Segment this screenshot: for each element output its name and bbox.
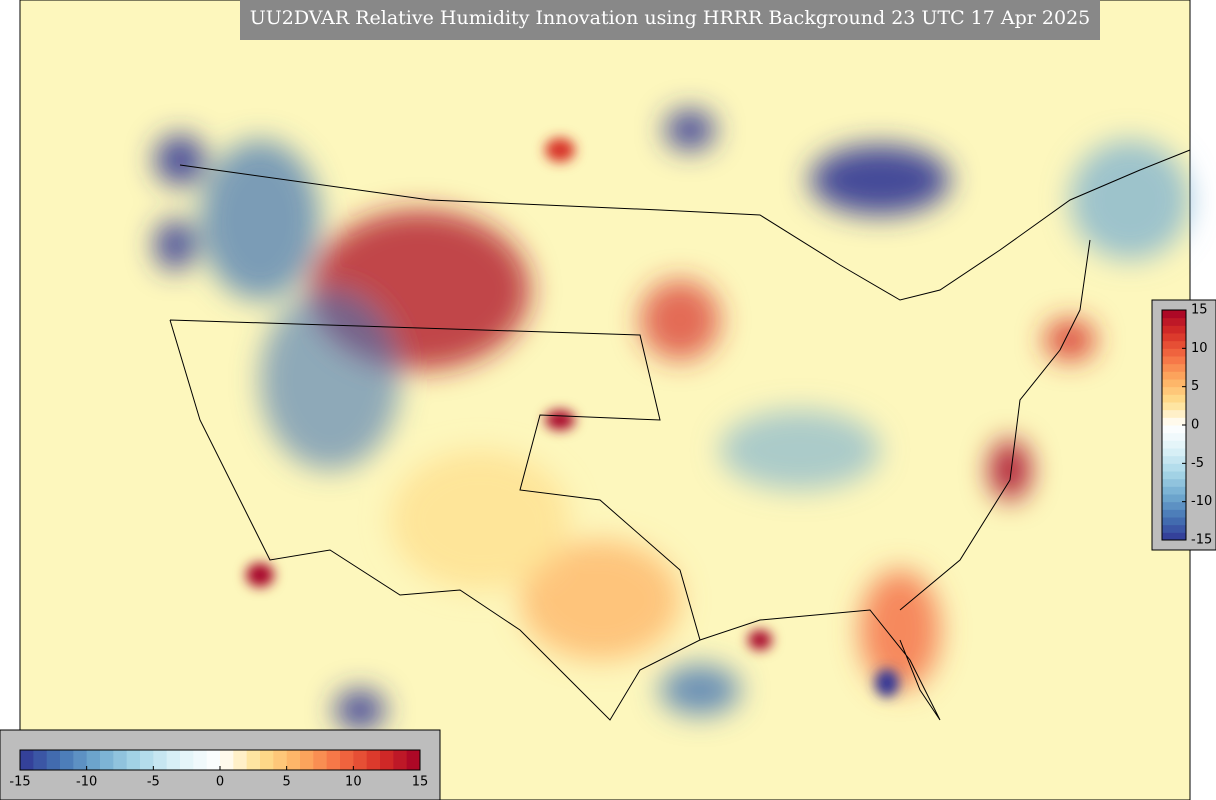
colorbar-segment	[1162, 509, 1186, 518]
colorbar-segment	[46, 750, 61, 770]
colorbar-segment	[1162, 386, 1186, 395]
colorbar-segment	[1162, 463, 1186, 472]
colorbar-segment	[1162, 317, 1186, 326]
tick-label: 0	[1191, 418, 1199, 433]
colorbar-segment	[60, 750, 74, 770]
tick-label: -10	[76, 775, 97, 790]
colorbar-segment	[406, 750, 421, 770]
tick-label: 15	[412, 775, 429, 790]
tick-label: -5	[1191, 456, 1204, 471]
colorbar-segment	[340, 750, 354, 770]
colorbar-segment	[220, 750, 234, 770]
colorbar-segment	[233, 750, 248, 770]
colorbar-segment	[313, 750, 328, 770]
colorbar-segment	[1162, 325, 1186, 334]
tick-label: 0	[216, 775, 224, 790]
colorbar-segment	[206, 750, 221, 770]
colorbar-segment	[1162, 524, 1186, 533]
colorbar-segment	[1162, 517, 1186, 526]
colorbar-segment	[180, 750, 194, 770]
colorbar-segment	[100, 750, 114, 770]
colorbar-segment	[1162, 379, 1186, 388]
colorbar-segment	[1162, 425, 1186, 434]
colorbar-segment	[1162, 486, 1186, 495]
tick-label: -10	[1191, 494, 1212, 509]
colorbar-segment	[1162, 371, 1186, 380]
colorbar-segment	[246, 750, 261, 770]
colorbar-segment	[286, 750, 301, 770]
colorbar-segment	[126, 750, 141, 770]
colorbar-segment	[153, 750, 168, 770]
colorbar-segment	[1162, 440, 1186, 449]
colorbar-segment	[1162, 363, 1186, 372]
colorbar-segment	[1162, 501, 1186, 510]
colorbar-segment	[1162, 455, 1186, 464]
tick-label: 10	[345, 775, 362, 790]
colorbar-segment	[380, 750, 394, 770]
field-blobs	[155, 110, 1190, 730]
colorbar-segment	[1162, 417, 1186, 426]
tick-label: 15	[1191, 303, 1208, 318]
colorbar-segment	[113, 750, 128, 770]
colorbar-segment	[1162, 471, 1186, 480]
colorbar-vertical: -15 -10 -5 0 5 10 15	[1161, 303, 1212, 548]
colorbar-segment	[20, 750, 34, 770]
colorbar-segment	[1162, 494, 1186, 503]
colorbar-segment	[1162, 402, 1186, 411]
colorbar-segment	[260, 750, 274, 770]
colorbar-segment	[1162, 394, 1186, 403]
colorbar-segment	[1162, 310, 1186, 319]
tick-label: 5	[1191, 379, 1199, 394]
tick-label: 5	[283, 775, 291, 790]
colorbar-horizontal: -15 -10 -5 0 5 10 15	[9, 749, 429, 790]
tick-label: -15	[9, 775, 30, 790]
tick-label: 10	[1191, 341, 1208, 356]
borders	[169, 149, 1191, 721]
colorbar-segment	[1162, 348, 1186, 357]
colorbar-segment	[1162, 432, 1186, 441]
colorbar-segment	[86, 750, 101, 770]
colorbar-segment	[140, 750, 154, 770]
colorbar-segment	[1162, 478, 1186, 487]
colorbar-segment	[366, 750, 381, 770]
colorbar-segment	[273, 750, 288, 770]
colorbar-segment	[1162, 356, 1186, 365]
colorbar-segment	[393, 750, 408, 770]
tick-label: -15	[1191, 533, 1212, 548]
colorbar-segment	[33, 750, 48, 770]
colorbar-segment	[166, 750, 181, 770]
map-title: UU2DVAR Relative Humidity Innovation usi…	[250, 7, 1091, 29]
colorbar-segment	[193, 750, 208, 770]
title-box	[240, 0, 1100, 40]
field-detail	[246, 138, 899, 697]
colorbar-segment	[300, 750, 314, 770]
colorbar-segment	[1162, 340, 1186, 349]
colorbar-segment	[1162, 409, 1186, 418]
colorbar-segment	[326, 750, 341, 770]
colorbar-segment	[73, 750, 88, 770]
colorbar-segment	[1162, 333, 1186, 342]
map-background	[19, 0, 1191, 800]
colorbar-segment	[1162, 448, 1186, 457]
colorbar-segment	[1162, 532, 1186, 541]
colorbar-segment	[353, 750, 368, 770]
tick-label: -5	[147, 775, 160, 790]
